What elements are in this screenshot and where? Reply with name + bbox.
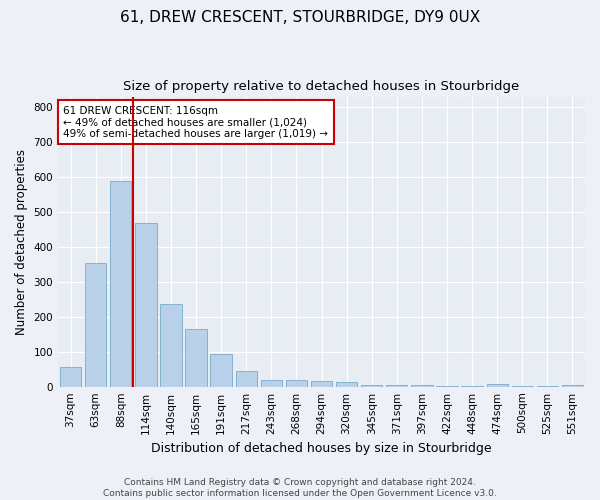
Text: Contains HM Land Registry data © Crown copyright and database right 2024.
Contai: Contains HM Land Registry data © Crown c… <box>103 478 497 498</box>
Bar <box>311 382 332 386</box>
Bar <box>260 380 282 386</box>
Bar <box>110 180 131 386</box>
Bar <box>336 382 357 386</box>
Bar <box>211 354 232 386</box>
Y-axis label: Number of detached properties: Number of detached properties <box>15 149 28 335</box>
Bar <box>361 384 382 386</box>
Bar <box>286 380 307 386</box>
Bar <box>135 222 157 386</box>
Text: 61, DREW CRESCENT, STOURBRIDGE, DY9 0UX: 61, DREW CRESCENT, STOURBRIDGE, DY9 0UX <box>120 10 480 25</box>
Bar <box>85 263 106 386</box>
Text: 61 DREW CRESCENT: 116sqm
← 49% of detached houses are smaller (1,024)
49% of sem: 61 DREW CRESCENT: 116sqm ← 49% of detach… <box>64 106 328 139</box>
Bar <box>160 304 182 386</box>
Title: Size of property relative to detached houses in Stourbridge: Size of property relative to detached ho… <box>124 80 520 93</box>
Bar <box>487 384 508 386</box>
X-axis label: Distribution of detached houses by size in Stourbridge: Distribution of detached houses by size … <box>151 442 492 455</box>
Bar <box>236 371 257 386</box>
Bar <box>185 329 207 386</box>
Bar <box>60 368 81 386</box>
